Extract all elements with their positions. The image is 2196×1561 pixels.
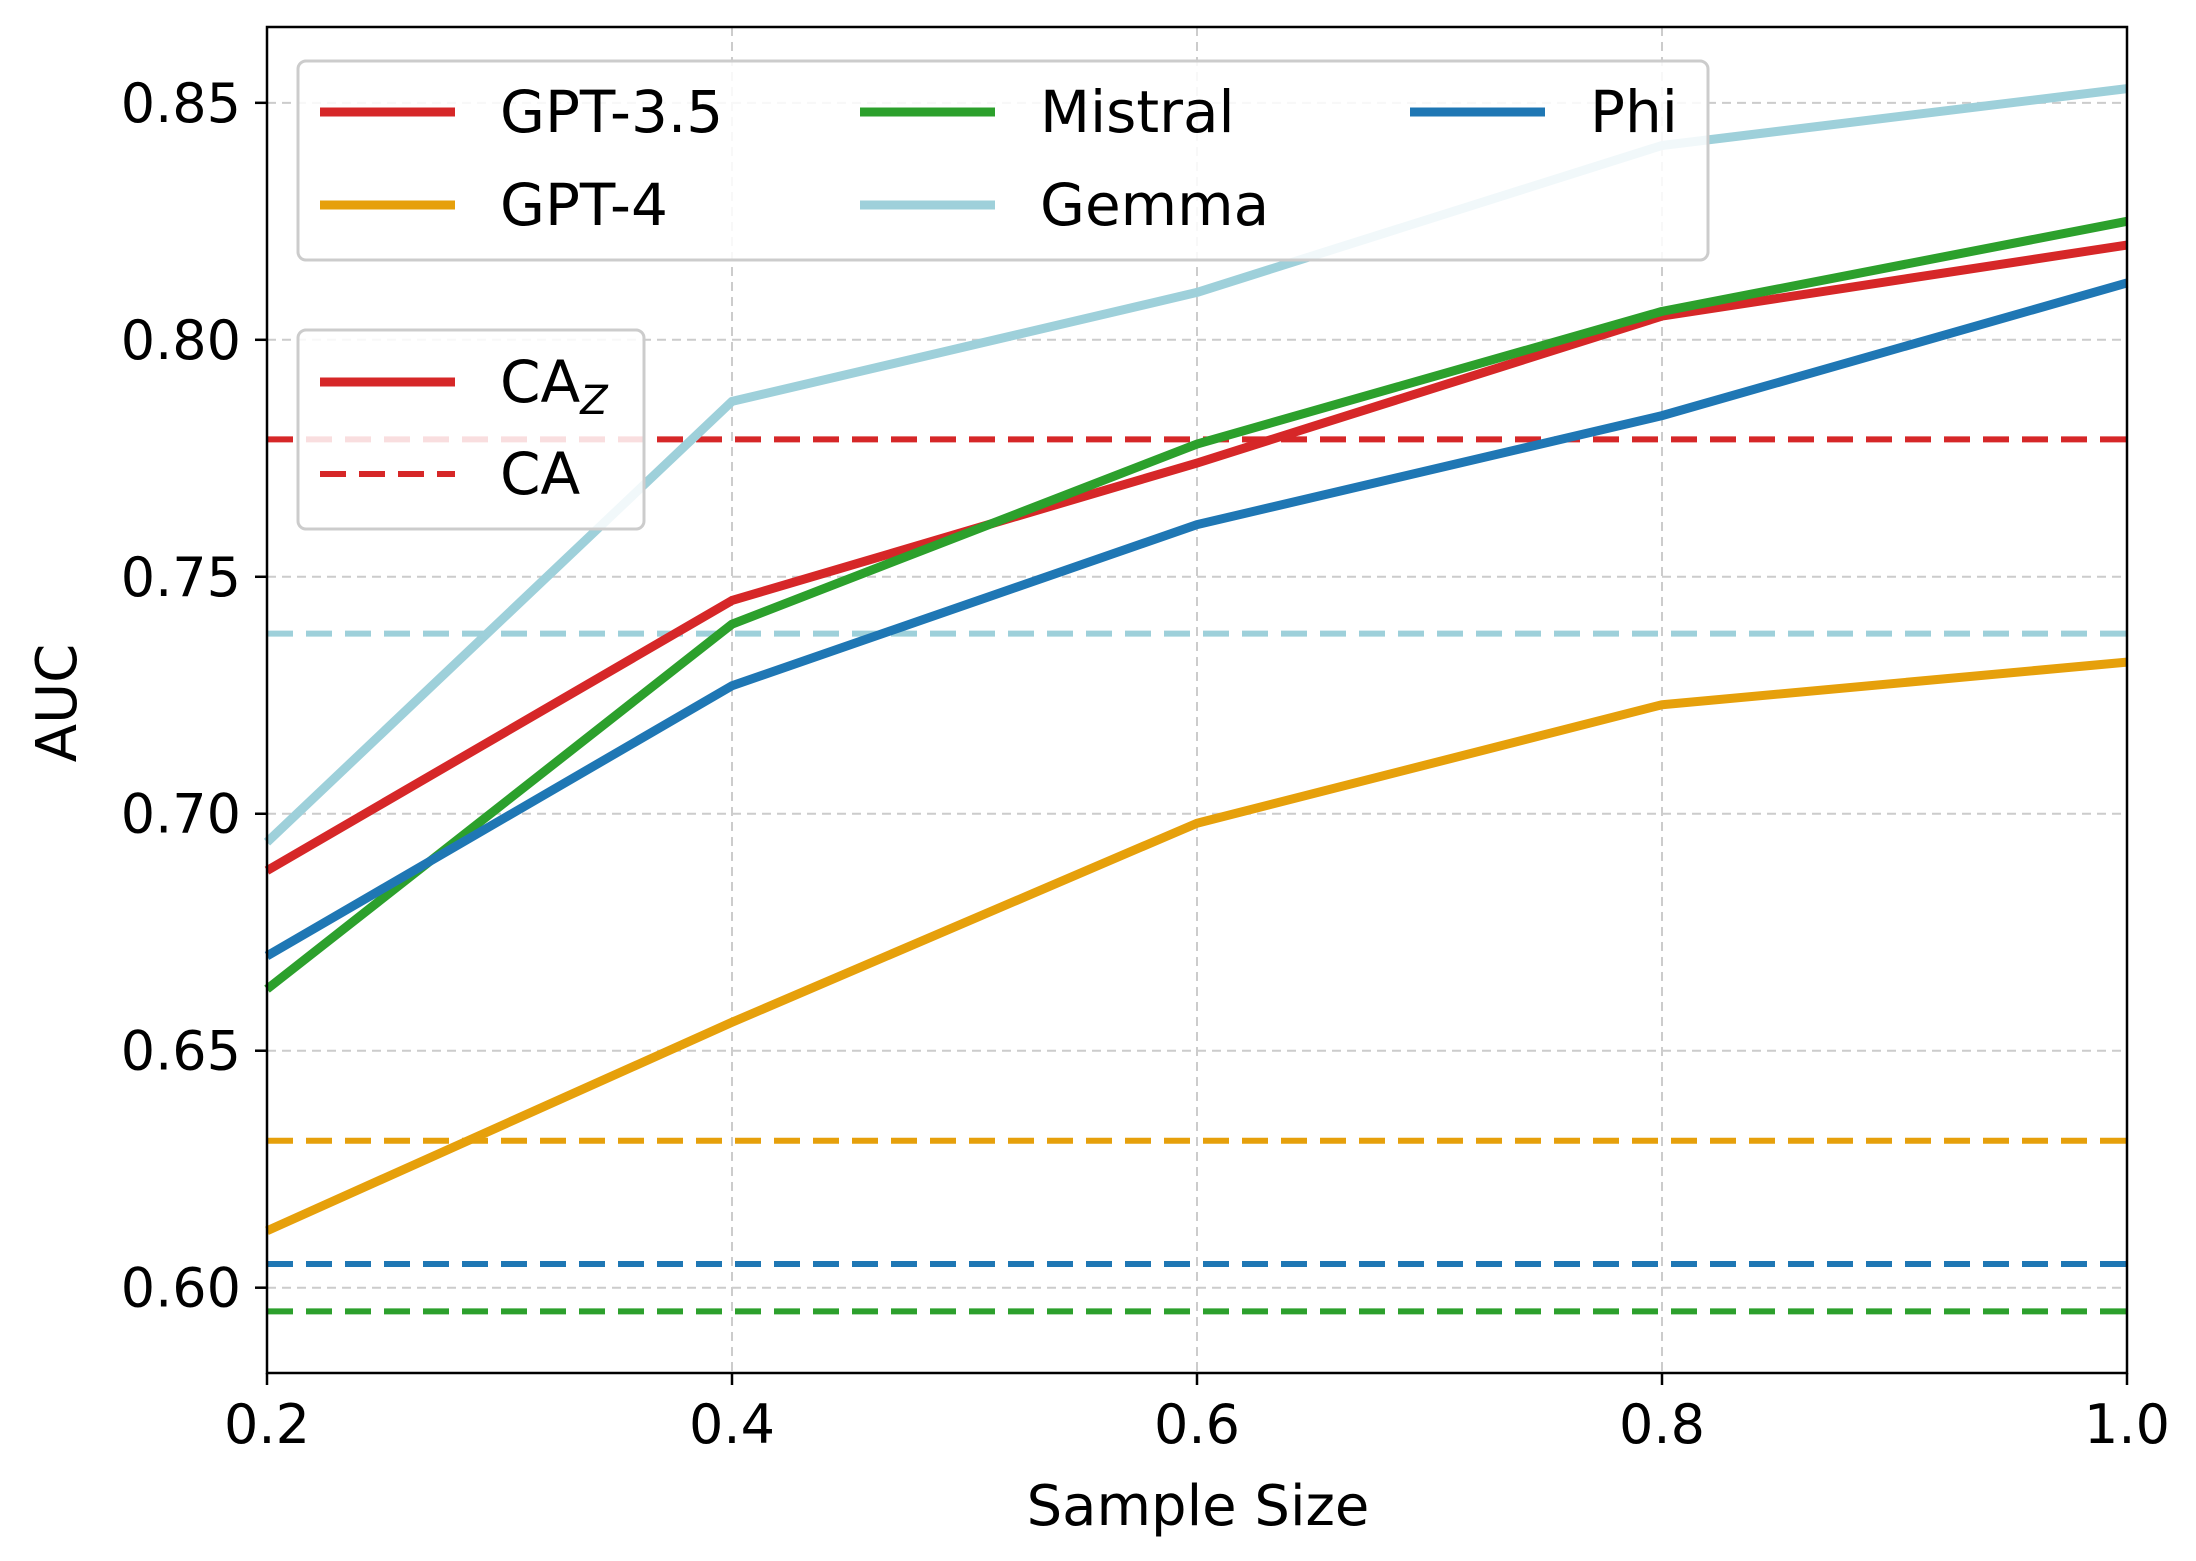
series-lines [263,84,2129,1235]
y-tick-label: 0.80 [121,309,241,372]
series-line-gpt-3-5 [264,240,2128,875]
legend-label-gpt-3-5: GPT-3.5 [500,78,723,146]
y-tick-label: 0.65 [121,1020,241,1083]
series-legend-frame [296,59,1710,262]
y-tick-label: 0.70 [121,783,241,846]
style-legend: CAZ CA [296,328,646,531]
y-tick-label: 0.60 [121,1257,241,1320]
y-tick-label: 0.85 [121,72,241,135]
series-line-phi [264,278,2129,960]
series-line-mistral [264,216,2128,993]
x-tick-label: 0.6 [1154,1393,1240,1456]
series-line-gemma [263,84,2128,846]
x-tick-label: 0.2 [224,1393,310,1456]
series-legend: GPT-3.5 GPT-4 Mistral Gemma Phi [296,59,1710,262]
style-legend-solid-label: CAZ [500,348,609,424]
legend-label-mistral: Mistral [1040,78,1235,146]
y-axis-label: AUC [25,644,90,762]
style-legend-frame [296,328,646,531]
x-tick-label: 0.8 [1619,1393,1705,1456]
legend-label-phi: Phi [1590,78,1678,146]
legend-label-gemma: Gemma [1040,171,1269,239]
x-tick-label: 0.4 [689,1393,775,1456]
axis-ticks: 0.2 0.4 0.6 0.8 1.0 0.60 0.65 0.70 0.75 0.80 0.85 [121,72,2170,1456]
series-line-gpt-4 [265,657,2128,1235]
x-tick-label: 1.0 [2084,1393,2170,1456]
y-tick-label: 0.75 [121,546,241,609]
style-legend-dashed-label: CA [500,440,580,508]
x-axis-label: Sample Size [1027,1474,1370,1539]
legend-label-gpt-4: GPT-4 [500,171,668,239]
